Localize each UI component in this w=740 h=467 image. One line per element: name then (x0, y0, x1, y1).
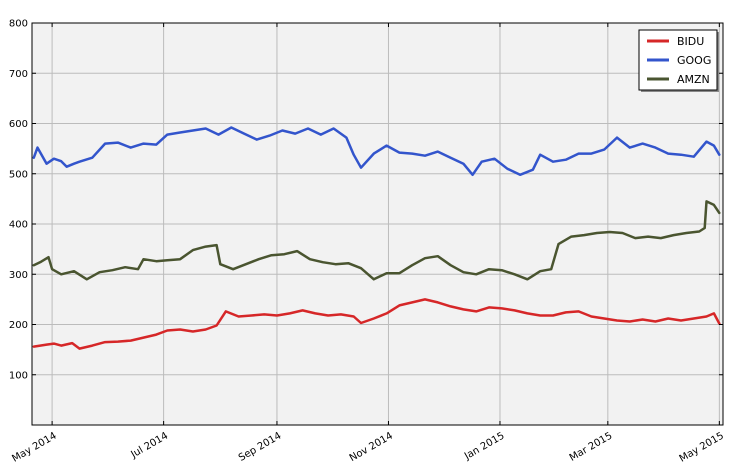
y-axis: 100 200 300 400 500 600 700 800 (9, 19, 723, 381)
y-tick-label: 300 (9, 270, 28, 281)
legend-label-bidu: BIDU (677, 35, 704, 48)
series-lines (32, 126, 721, 350)
x-tick-label: Jul 2014 (129, 431, 171, 461)
series-line-bidu (32, 298, 721, 350)
y-tick-label: 200 (9, 320, 28, 331)
series-line-goog (32, 126, 721, 177)
y-tick-label: 600 (9, 119, 28, 130)
legend-label-goog: GOOG (677, 54, 711, 67)
y-tick-label: 400 (9, 220, 28, 231)
x-tick-label: Jan 2015 (462, 431, 507, 463)
y-tick-label: 700 (9, 69, 28, 80)
x-tick-label: Mar 2015 (568, 431, 615, 464)
series-line-amzn (32, 200, 721, 281)
y-tick-label: 100 (9, 370, 28, 381)
y-tick-label: 800 (9, 19, 28, 30)
x-tick-label: May 2015 (678, 431, 726, 465)
x-tick-label: Sep 2014 (237, 431, 284, 464)
legend: BIDU GOOG AMZN (638, 29, 719, 92)
legend-label-amzn: AMZN (677, 73, 710, 86)
x-tick-label: Nov 2014 (348, 431, 395, 465)
y-tick-label: 500 (9, 169, 28, 180)
x-tick-label: May 2014 (10, 431, 58, 465)
